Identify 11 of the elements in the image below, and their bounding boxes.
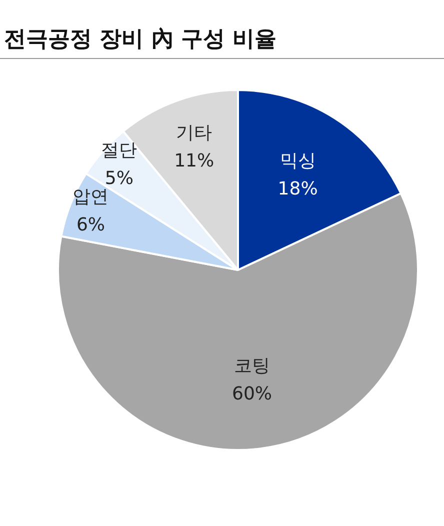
slice-label: 기타 <box>176 122 212 144</box>
slice-label: 코팅 <box>234 355 270 376</box>
data-label: 5% <box>104 168 134 189</box>
slice-label: 절단 <box>101 140 138 161</box>
data-label: 60% <box>232 383 272 404</box>
slice-label: 믹싱 <box>280 150 316 172</box>
data-label: 6% <box>76 214 106 236</box>
data-label: 18% <box>278 178 318 200</box>
data-label: 11% <box>174 150 214 172</box>
chart-title: 전극공정 장비 內 구성 비율 <box>4 26 277 54</box>
slice-label: 압연 <box>72 186 109 208</box>
